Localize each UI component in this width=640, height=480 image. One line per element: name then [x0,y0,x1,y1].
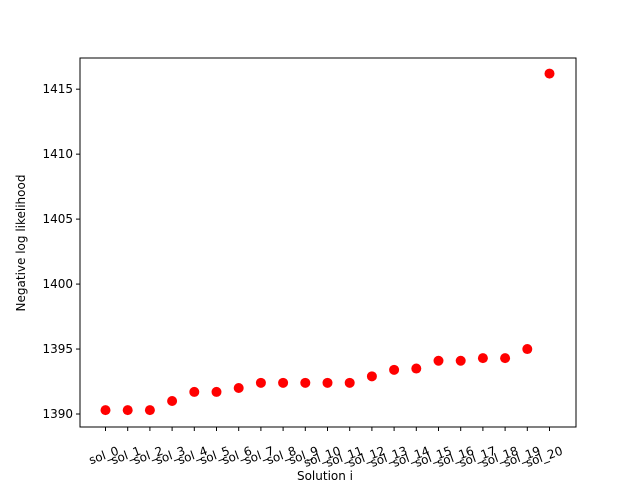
data-point [433,355,444,366]
plot-area [80,58,576,427]
data-point [233,383,244,394]
data-point [278,377,289,388]
data-point [411,363,422,374]
y-axis-ticks: 1390 1395 1400 1405 1410 1415 [42,82,80,421]
data-points [100,68,555,416]
data-point [366,371,377,382]
data-point [167,396,178,407]
data-point [144,405,155,416]
data-point [300,377,311,388]
plot-frame [79,57,577,428]
x-axis-ticks: sol_0sol_1sol_2sol_3sol_4sol_5sol_6sol_7… [87,427,565,470]
data-point [344,377,355,388]
y-tick-label: 1415 [42,82,73,96]
y-tick-label: 1395 [42,342,73,356]
data-point [189,386,200,397]
data-point [211,386,222,397]
data-point [455,355,466,366]
y-tick-label: 1390 [42,407,73,421]
y-axis-label: Negative log likelihood [14,175,28,312]
data-point [100,405,111,416]
data-point [522,344,533,355]
x-axis-label: Solution i [297,469,353,480]
data-point [322,377,333,388]
data-point [255,377,266,388]
data-point [544,68,555,79]
y-tick-label: 1400 [42,277,73,291]
data-point [122,405,133,416]
data-point [500,353,511,364]
y-tick-label: 1405 [42,212,73,226]
data-point [389,364,400,375]
data-point [477,353,488,364]
y-tick-label: 1410 [42,147,73,161]
